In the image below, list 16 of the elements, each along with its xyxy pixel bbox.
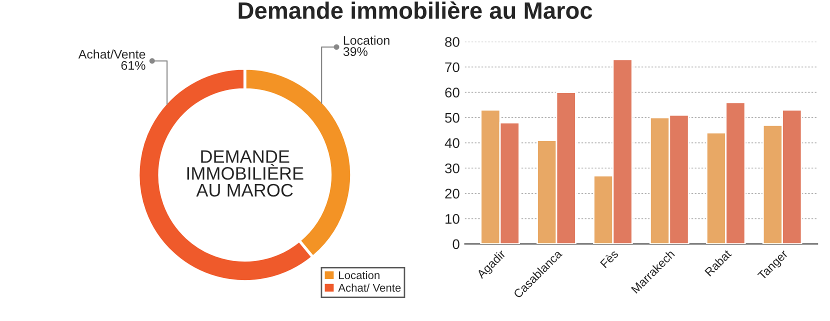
legend-label: Achat/ Vente — [338, 284, 401, 292]
y-tick-label: 10 — [446, 214, 460, 224]
y-tick-label: 0 — [452, 239, 460, 250]
y-tick-label: 40 — [444, 138, 460, 148]
y-tick-label: 60 — [445, 88, 460, 98]
chart-title: Demande immobilière au Maroc — [238, 1, 592, 19]
legend-label: Location — [339, 271, 380, 280]
y-tick-label: 50 — [445, 112, 460, 123]
data-label: Location 39% — [343, 36, 390, 56]
y-tick-label: 20 — [445, 188, 460, 199]
y-tick-label: 70 — [445, 62, 460, 72]
data-label: Achat/Vente 61% — [78, 49, 146, 70]
y-tick-label: 80 — [445, 37, 460, 47]
x-tick-label: Fès — [600, 249, 619, 268]
text: DEMANDE IMMOBILIÈRE AU MAROC — [187, 150, 304, 197]
y-tick-label: 30 — [445, 163, 460, 174]
